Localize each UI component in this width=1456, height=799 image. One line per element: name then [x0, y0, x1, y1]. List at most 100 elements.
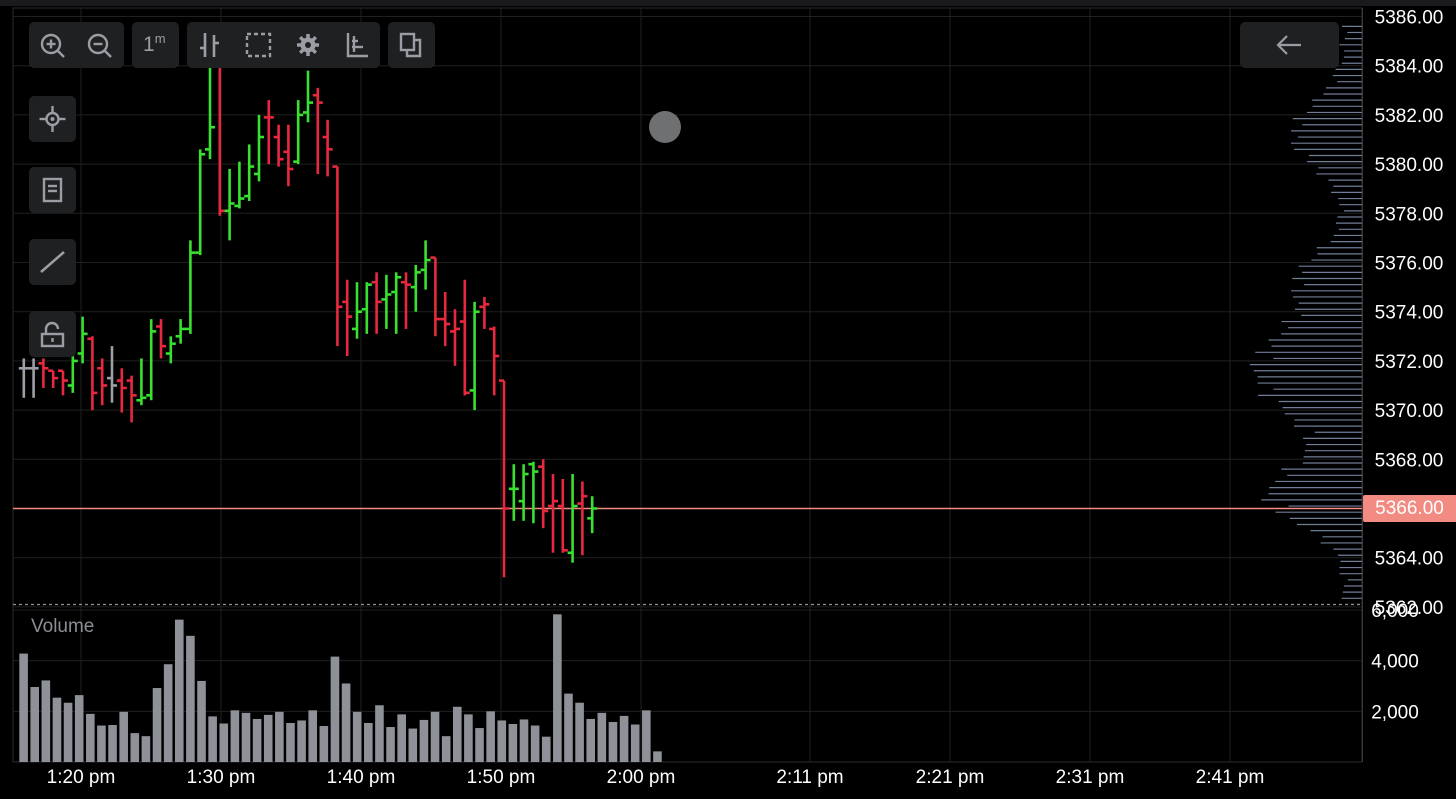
ohlc-bar [116, 368, 127, 413]
layout-icon [399, 32, 422, 58]
zoom-in-icon[interactable] [40, 33, 65, 58]
price-tick-label: 5368.00 [1375, 450, 1444, 471]
volume-bar [530, 725, 540, 762]
ohlc-bar [322, 119, 333, 177]
ohlc-bar [548, 474, 558, 553]
volume-bar [619, 715, 629, 762]
current-price-label: 5366.00 [1363, 495, 1456, 522]
volume-bar [464, 714, 473, 762]
ohlc-bar [352, 282, 362, 339]
ohlc-bar [293, 100, 304, 165]
ohlc-bar [136, 358, 147, 406]
ohlc-bar [283, 124, 294, 187]
volume-bar [341, 683, 351, 762]
notes-button[interactable] [29, 167, 76, 213]
volume-bar [452, 706, 462, 762]
volume-bar [642, 710, 651, 762]
ohlc-bar [224, 169, 235, 241]
volume-bar [586, 718, 596, 762]
settings-gear-icon[interactable] [297, 34, 319, 56]
volume-bar [408, 728, 418, 762]
crosshair-button[interactable] [29, 96, 76, 142]
bar-style-icon[interactable] [200, 33, 219, 57]
time-tick-label: 1:30 pm [187, 767, 256, 788]
ohlc-bar [499, 379, 509, 578]
ohlc-bar [97, 358, 108, 406]
ohlc-bar [410, 264, 421, 312]
zoom-group [29, 22, 124, 68]
tool-group [187, 22, 380, 68]
indicators-icon[interactable] [346, 33, 368, 58]
price-tick-label: 5362.00 [1375, 598, 1444, 619]
layout-button[interactable] [388, 22, 435, 68]
ohlc-bar [18, 358, 29, 398]
price-tick-label: 5384.00 [1375, 57, 1444, 78]
interval-button[interactable]: 1m [132, 22, 179, 68]
price-tick-label: 5364.00 [1375, 549, 1444, 570]
line-draw-button[interactable] [29, 239, 76, 285]
ohlc-bar [381, 274, 392, 329]
selection-icon[interactable] [245, 32, 272, 58]
lock-button[interactable] [29, 311, 76, 357]
ohlc-bar [165, 336, 176, 364]
volume-bar [141, 736, 151, 762]
plot-frame [12, 7, 1363, 763]
ohlc-bar [87, 336, 98, 411]
interval-label: 1m [143, 31, 166, 56]
ohlc-bar [263, 100, 274, 165]
chart-grid [12, 7, 1363, 763]
ohlc-bar [361, 282, 372, 334]
volume-bar [219, 723, 229, 762]
volume-bar [152, 688, 162, 762]
volume-bar [19, 653, 28, 762]
volume-tick-label: 6,000 [1371, 601, 1419, 622]
volume-bar [597, 712, 607, 762]
volume-bar [364, 722, 373, 762]
ohlc-bar [420, 240, 431, 290]
ohlc-bar [175, 319, 186, 344]
volume-bar [30, 687, 40, 762]
ohlc-bar [58, 369, 68, 396]
zoom-out-icon[interactable] [87, 33, 112, 58]
volume-bar [397, 714, 406, 762]
ohlc-bar [146, 319, 157, 401]
ohlc-bar [107, 346, 117, 403]
price-tick-label: 5372.00 [1375, 352, 1444, 373]
volume-bar [286, 722, 295, 762]
volume-bar [163, 664, 173, 762]
volume-tick-label: 4,000 [1371, 652, 1419, 673]
ohlc-bar [508, 464, 519, 521]
crosshair-icon [39, 106, 66, 132]
volume-bar [174, 619, 184, 762]
volume-bar [252, 718, 262, 762]
volume-bar [653, 751, 662, 762]
price-tick-label: 5382.00 [1375, 106, 1444, 127]
ohlc-bar [67, 351, 78, 393]
ohlc-bar [28, 358, 39, 398]
volume-profile [1249, 25, 1362, 604]
time-tick-label: 2:41 pm [1196, 767, 1265, 788]
volume-bar [319, 726, 329, 762]
volume-bar [419, 719, 429, 762]
ohlc-bar [391, 272, 402, 334]
ohlc-bar [156, 319, 166, 359]
unlock-icon [40, 321, 65, 348]
volume-bar [519, 719, 529, 762]
ohlc-bar [401, 272, 411, 329]
ohlc-bar [518, 464, 529, 521]
ohlc-bar [459, 279, 470, 396]
ohlc-bar [38, 358, 49, 388]
ohlc-bar [205, 60, 215, 160]
time-tick-label: 2:31 pm [1056, 767, 1125, 788]
volume-bar [119, 711, 128, 762]
price-tick-label: 5386.00 [1375, 8, 1444, 29]
volume-bar [197, 680, 206, 762]
volume-bars [19, 614, 662, 762]
ohlc-bar [312, 87, 323, 174]
ohlc-bar [557, 478, 568, 553]
volume-bar [130, 733, 140, 762]
volume-bar [630, 724, 640, 762]
back-button[interactable] [1240, 22, 1339, 68]
